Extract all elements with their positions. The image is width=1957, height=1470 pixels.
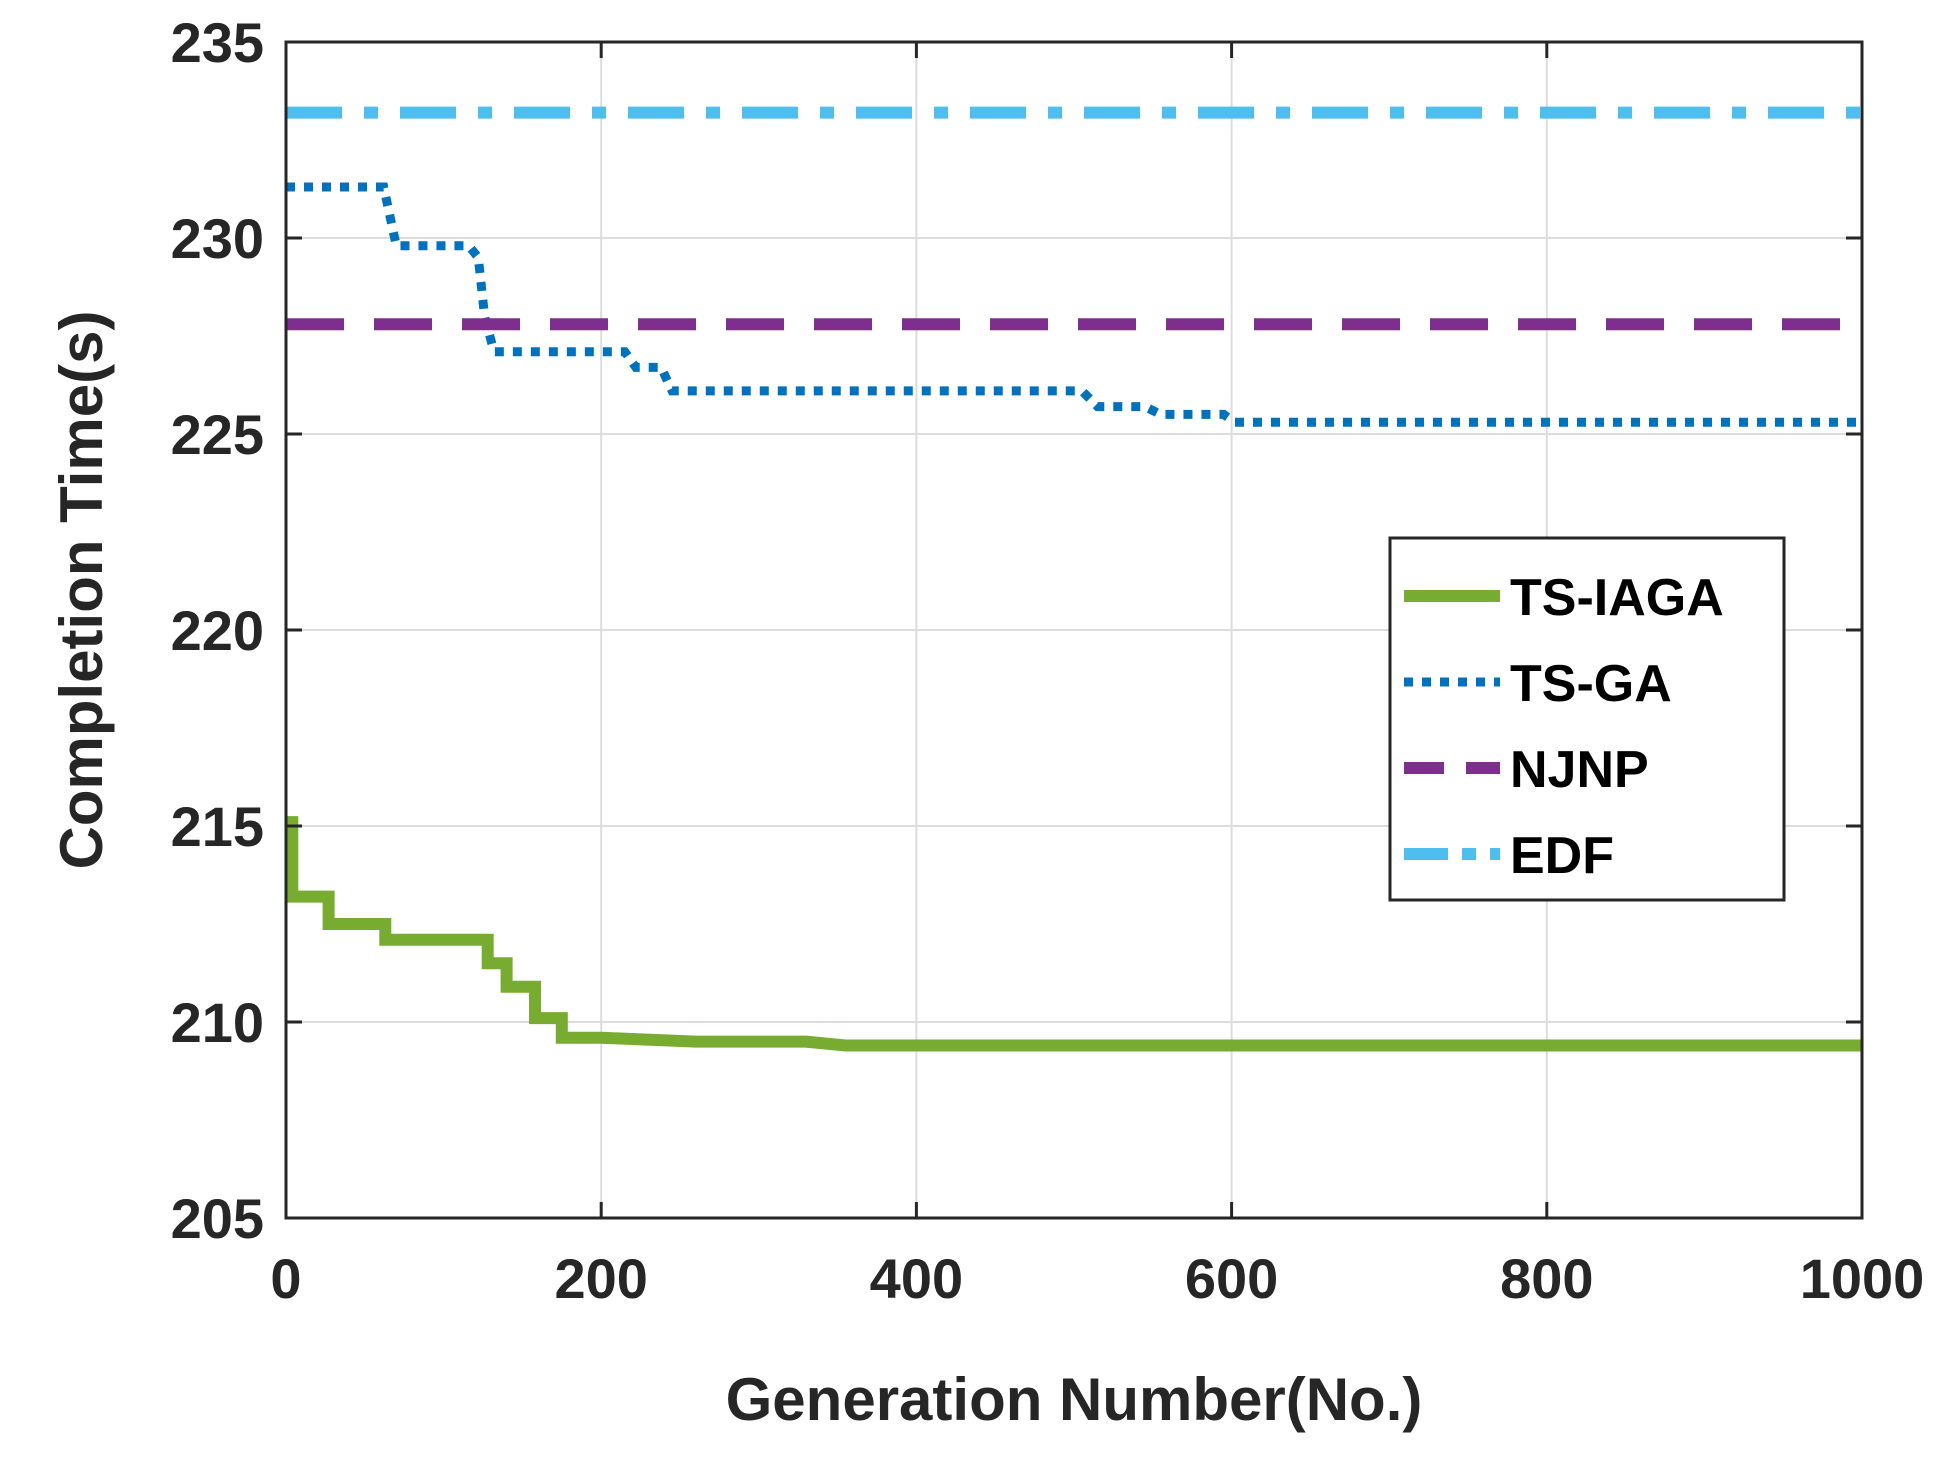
x-tick-label: 800 bbox=[1500, 1247, 1593, 1310]
ticks bbox=[284, 40, 1864, 1220]
y-axis-title: Completion Time(s) bbox=[48, 311, 115, 870]
legend: TS-IAGA TS-GA NJNP EDF bbox=[1388, 536, 1786, 902]
x-tick-label: 200 bbox=[554, 1247, 647, 1310]
y-tick-label: 225 bbox=[171, 403, 264, 466]
legend-label-edf: EDF bbox=[1510, 827, 1614, 885]
series-group bbox=[286, 106, 1862, 1052]
tick-labels: 0 200 400 600 800 1000 205 210 215 220 225 230 235 bbox=[171, 11, 1925, 1310]
legend-label-njnp: NJNP bbox=[1510, 741, 1649, 799]
y-tick-label: 230 bbox=[171, 207, 264, 270]
y-tick-label: 220 bbox=[171, 599, 264, 662]
x-tick-label: 0 bbox=[270, 1247, 301, 1310]
series-line-ts-ga bbox=[286, 182, 1862, 427]
x-axis-title: Generation Number(No.) bbox=[726, 1366, 1423, 1433]
y-tick-label: 210 bbox=[171, 991, 264, 1054]
x-tick-label: 1000 bbox=[1800, 1247, 1925, 1310]
x-tick-label: 400 bbox=[870, 1247, 963, 1310]
y-tick-label: 235 bbox=[171, 11, 264, 74]
x-tick-label: 600 bbox=[1185, 1247, 1278, 1310]
series-line-ts-iaga bbox=[286, 816, 1862, 1052]
y-tick-label: 215 bbox=[171, 795, 264, 858]
legend-label-ts-ga: TS-GA bbox=[1510, 655, 1672, 713]
y-tick-label: 205 bbox=[171, 1187, 264, 1250]
legend-label-ts-iaga: TS-IAGA bbox=[1510, 569, 1724, 627]
